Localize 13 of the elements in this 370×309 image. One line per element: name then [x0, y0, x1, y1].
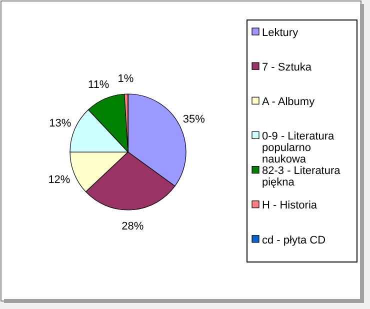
- data-label: 13%: [49, 117, 72, 130]
- data-label: 35%: [182, 113, 206, 126]
- data-label: 11%: [88, 78, 110, 91]
- data-label: 12%: [48, 174, 70, 186]
- legend-label: 82-3 - Literatura piękna: [262, 165, 342, 189]
- legend-label: 0-9 - Literatura popularno naukowa: [262, 130, 336, 166]
- data-label: 1%: [118, 72, 134, 85]
- data-label: 28%: [122, 220, 144, 233]
- legend-label: A - Albumy: [262, 96, 316, 108]
- legend-label: Lektury: [262, 26, 299, 39]
- legend-label: H - Historia: [262, 200, 318, 212]
- legend-label: cd - płyta CD: [262, 234, 326, 246]
- legend-label: 7 - Sztuka: [262, 61, 312, 74]
